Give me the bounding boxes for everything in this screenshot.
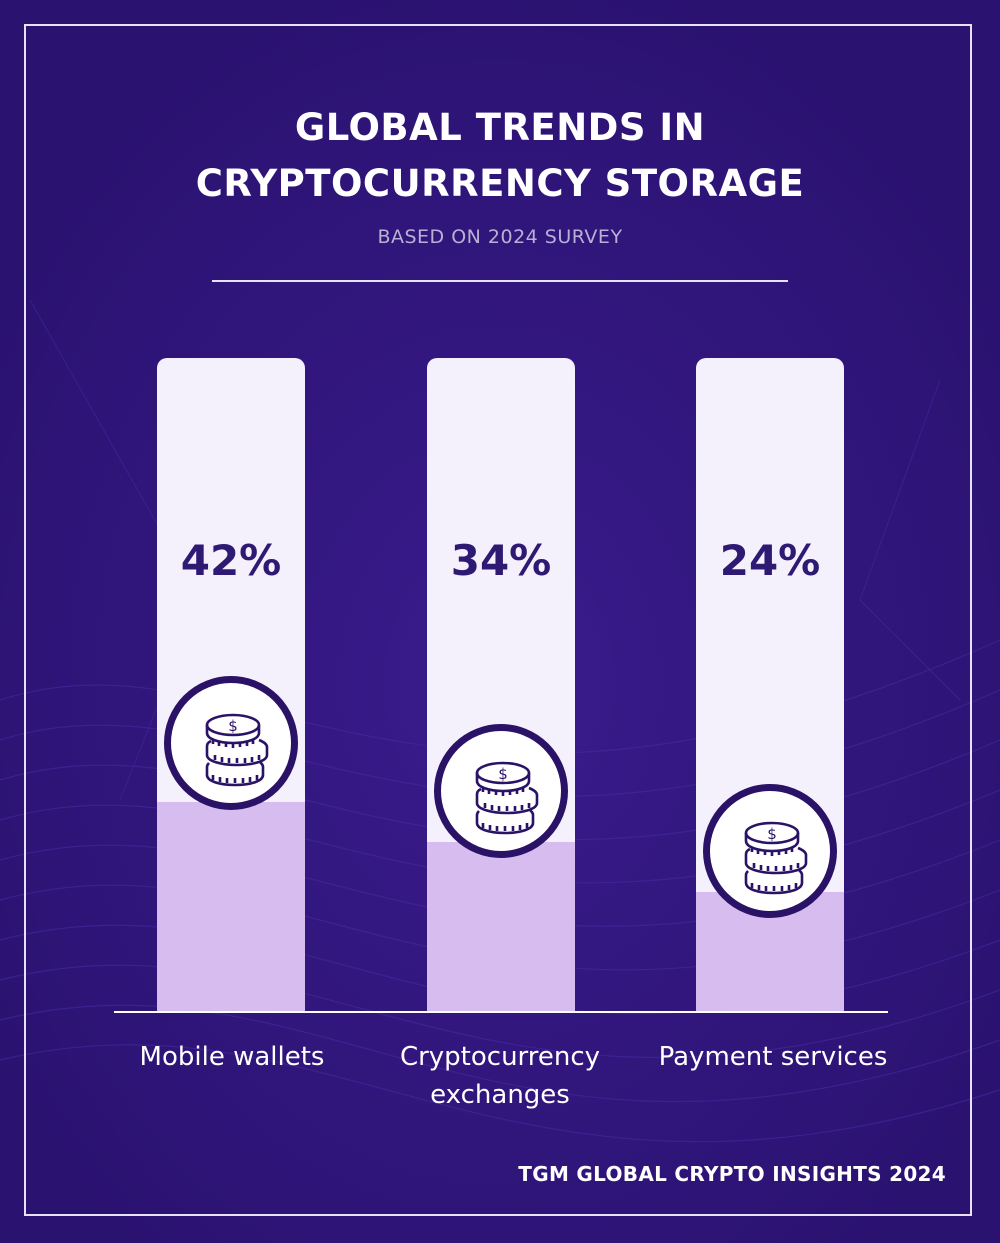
coin-stack-icon: $ — [434, 724, 568, 858]
title-divider — [212, 280, 788, 282]
bar-fill — [157, 802, 305, 1012]
category-label: Payment services — [643, 1038, 903, 1076]
title-line-2: CRYPTOCURRENCY STORAGE — [195, 162, 805, 205]
bar-value-label: 42% — [180, 536, 282, 585]
category-label-line: Cryptocurrency — [399, 1042, 601, 1072]
svg-text:$: $ — [498, 765, 508, 783]
coin-stack-icon: $ — [703, 784, 837, 918]
svg-text:$: $ — [767, 825, 777, 843]
category-label: Mobile wallets — [102, 1038, 362, 1076]
title-line-1: GLOBAL TRENDS IN — [294, 106, 706, 149]
svg-text:$: $ — [228, 717, 238, 735]
category-label-line: Payment services — [658, 1042, 888, 1072]
category-label: Cryptocurrency exchanges — [370, 1038, 630, 1114]
bar: 42% — [157, 358, 305, 1012]
frame-border — [24, 24, 972, 1216]
coin-stack-icon: $ — [164, 676, 298, 810]
chart-subtitle: BASED ON 2024 SURVEY — [377, 226, 623, 248]
source-footer: TGM GLOBAL CRYPTO INSIGHTS 2024 — [518, 1162, 946, 1186]
category-label-line: Mobile wallets — [139, 1042, 325, 1072]
bar-value-label: 34% — [450, 536, 552, 585]
chart-baseline — [114, 1011, 888, 1013]
category-label-line: exchanges — [430, 1080, 570, 1110]
chart-title: GLOBAL TRENDS IN CRYPTOCURRENCY STORAGE — [0, 100, 1000, 212]
bar-value-label: 24% — [719, 536, 821, 585]
bar: 34% — [427, 358, 575, 1012]
bar-fill — [427, 842, 575, 1012]
